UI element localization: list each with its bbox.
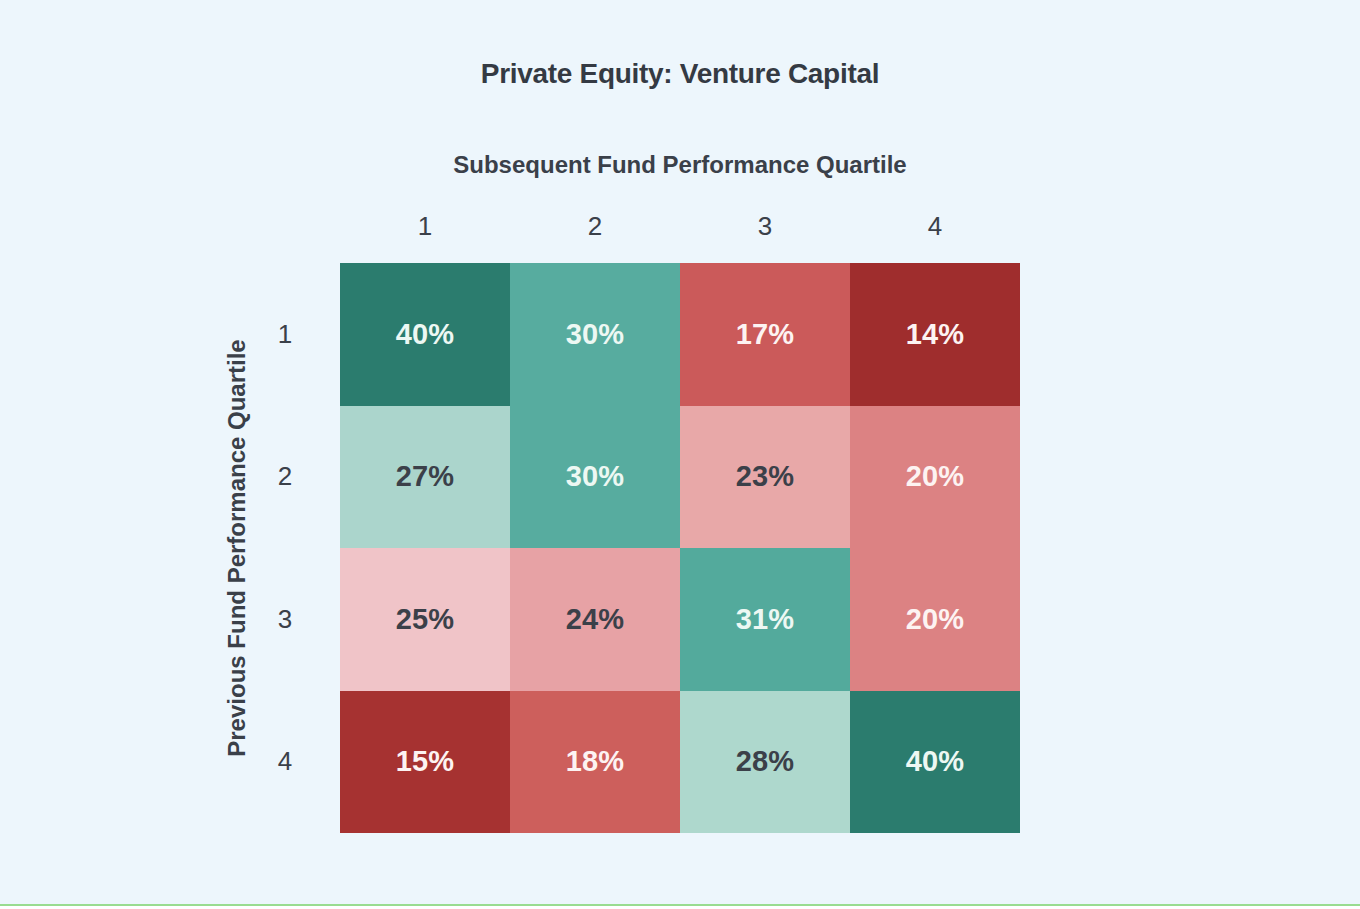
x-axis-title: Subsequent Fund Performance Quartile: [340, 151, 1020, 179]
heatmap-cell-r4c4: 40%: [850, 691, 1020, 834]
heatmap-cell-r1c2: 30%: [510, 263, 680, 406]
x-tick-3: 3: [680, 209, 850, 243]
y-axis-tick-labels: 1 2 3 4: [260, 263, 310, 833]
x-tick-4: 4: [850, 209, 1020, 243]
heatmap-cell-r2c2: 30%: [510, 406, 680, 549]
heatmap-cell-r3c2: 24%: [510, 548, 680, 691]
heatmap-cell-r3c3: 31%: [680, 548, 850, 691]
y-tick-1: 1: [260, 263, 310, 406]
heatmap-grid: 40%30%17%14%27%30%23%20%25%24%31%20%15%1…: [340, 263, 1020, 833]
heatmap-cell-r2c4: 20%: [850, 406, 1020, 549]
y-tick-3: 3: [260, 548, 310, 691]
heatmap-cell-r2c1: 27%: [340, 406, 510, 549]
x-tick-1: 1: [340, 209, 510, 243]
heatmap-page: Private Equity: Venture Capital Subseque…: [0, 0, 1360, 909]
heatmap-cell-r1c3: 17%: [680, 263, 850, 406]
x-axis-tick-labels: 1 2 3 4: [340, 209, 1020, 243]
y-axis-title: Previous Fund Performance Quartile: [223, 339, 251, 756]
heatmap-cell-r4c2: 18%: [510, 691, 680, 834]
heatmap-cell-r1c1: 40%: [340, 263, 510, 406]
heatmap-cell-r3c1: 25%: [340, 548, 510, 691]
y-tick-2: 2: [260, 406, 310, 549]
heatmap-cell-r4c1: 15%: [340, 691, 510, 834]
heatmap-cell-r1c4: 14%: [850, 263, 1020, 406]
heatmap-cell-r2c3: 23%: [680, 406, 850, 549]
heatmap-cell-r4c3: 28%: [680, 691, 850, 834]
chart-title: Private Equity: Venture Capital: [0, 58, 1360, 90]
heatmap-cell-r3c4: 20%: [850, 548, 1020, 691]
x-tick-2: 2: [510, 209, 680, 243]
y-tick-4: 4: [260, 691, 310, 834]
